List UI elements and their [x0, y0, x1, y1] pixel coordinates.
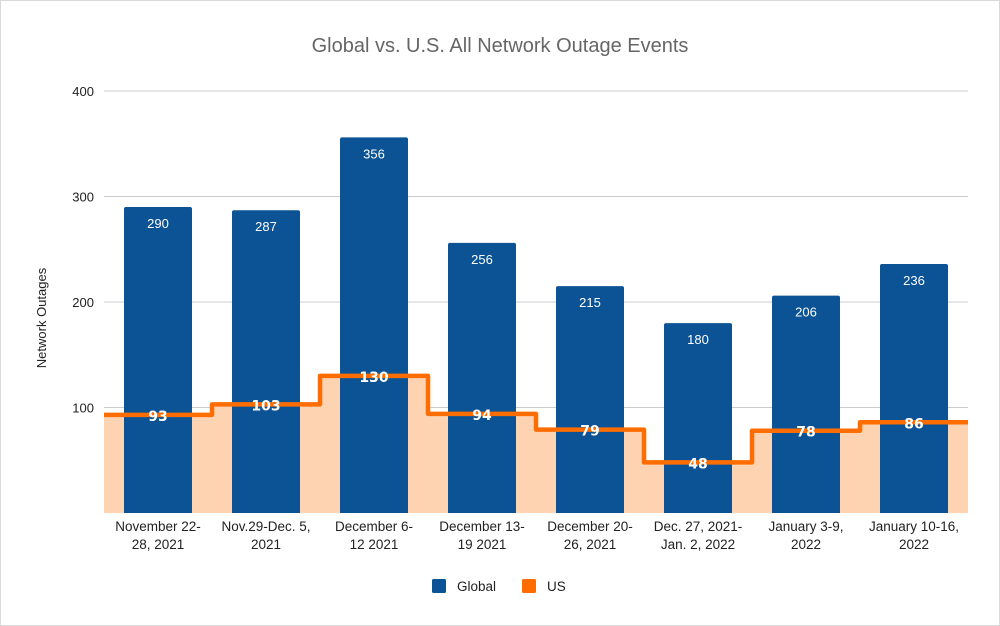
- global-bar: [880, 264, 948, 513]
- x-tick-label: November 22-28, 2021: [115, 519, 201, 552]
- global-bar: [232, 210, 300, 513]
- y-tick-label: 200: [72, 295, 94, 310]
- x-ticks: November 22-28, 2021 Nov.29-Dec. 5, 2021 De…: [115, 519, 959, 552]
- us-area: [104, 375, 968, 513]
- legend: Global US: [432, 579, 566, 594]
- x-tick-label: Nov.29-Dec. 5, 2021: [221, 519, 310, 552]
- global-bar: [124, 207, 192, 514]
- global-bars: [124, 137, 948, 514]
- us-data-label: 93: [148, 409, 167, 425]
- us-data-labels: 93 103 130 94 79 48 78 86: [148, 370, 923, 473]
- legend-swatch-us: [522, 579, 536, 593]
- global-data-label: 256: [471, 252, 493, 267]
- global-data-label: 206: [795, 305, 817, 320]
- global-data-label: 290: [147, 216, 169, 231]
- y-tick-label: 400: [72, 84, 94, 99]
- global-bar: [340, 137, 408, 514]
- us-data-label: 86: [904, 416, 923, 432]
- x-tick-label: January 3-9, 2022: [768, 519, 843, 552]
- us-area-layer: [104, 375, 968, 513]
- global-data-label: 215: [579, 295, 601, 310]
- us-data-label: 94: [472, 408, 492, 424]
- us-line: [104, 373, 968, 465]
- global-data-label: 236: [903, 273, 925, 288]
- global-data-label: 180: [687, 332, 709, 347]
- x-tick-label: January 10-16, 2022: [869, 519, 959, 552]
- legend-swatch-global: [432, 579, 446, 593]
- x-tick-label: December 20-26, 2021: [547, 519, 633, 552]
- legend-label-us: US: [547, 579, 566, 594]
- us-data-label: 78: [796, 425, 815, 441]
- global-data-label: 356: [363, 146, 385, 161]
- y-ticks: 100 200 300 400: [72, 84, 94, 416]
- x-tick-label: Dec. 27, 2021-Jan. 2, 2022: [654, 519, 743, 552]
- us-line-layer: [104, 373, 968, 465]
- global-data-label: 287: [255, 219, 277, 234]
- us-data-label: 130: [359, 370, 388, 386]
- us-data-label: 48: [688, 456, 707, 472]
- us-data-label: 79: [580, 424, 599, 440]
- us-data-label: 103: [251, 398, 280, 414]
- global-bar: [556, 286, 624, 513]
- global-bar: [448, 242, 516, 514]
- x-tick-label: December 6-12 2021: [335, 519, 413, 552]
- legend-label-global: Global: [457, 579, 496, 594]
- chart-title: Global vs. U.S. All Network Outage Event…: [312, 35, 689, 57]
- global-data-labels: 290 287 356 256 215 180 206 236: [147, 146, 925, 347]
- y-axis-label: Network Outages: [34, 267, 49, 368]
- x-tick-label: December 13-19 2021: [439, 519, 525, 552]
- y-tick-label: 300: [72, 190, 94, 205]
- global-bar: [664, 323, 732, 513]
- global-bar: [772, 295, 840, 513]
- y-tick-label: 100: [72, 401, 94, 416]
